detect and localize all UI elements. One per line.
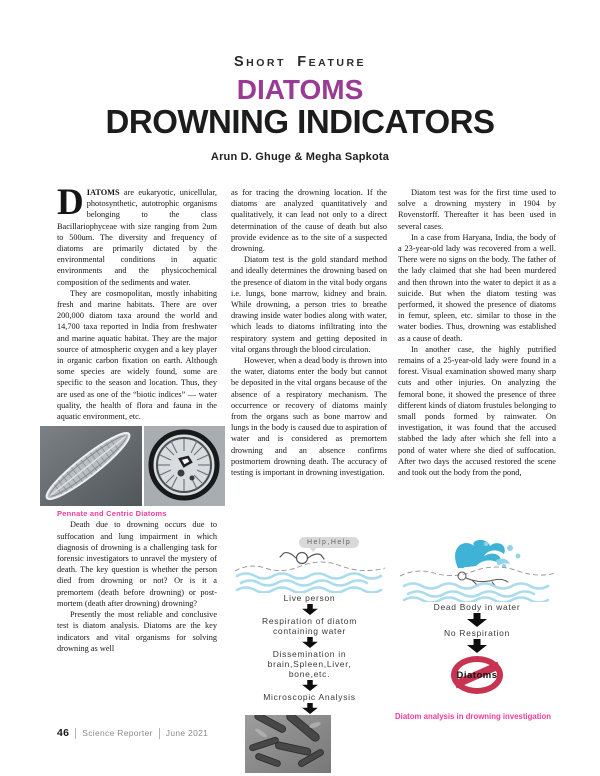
speech-bubble: Help,Help (299, 537, 360, 552)
down-arrow-icon (231, 637, 388, 648)
paragraph: as for tracing the drowning location. If… (231, 188, 387, 254)
paragraph: Diatom test was for the first time used … (398, 188, 556, 231)
flowchart-dead-body: Dead Body in water No Respiration Diatom… (396, 538, 558, 694)
footer-divider (75, 727, 77, 739)
flow-step-microscopic-analysis: Microscopic Analysis (263, 692, 356, 702)
article-header: Short Feature DIATOMS DROWNING INDICATOR… (0, 54, 600, 163)
lead-word: IATOMS (86, 188, 120, 197)
footer-issue-date: June 2021 (165, 728, 209, 738)
pennate-diatom-image (40, 426, 142, 507)
text-column-2: as for tracing the drowning location. If… (231, 187, 387, 478)
paragraph: D IATOMS are eukaryotic, unicellular, pho… (57, 182, 217, 288)
down-arrow-icon (231, 703, 388, 714)
prohibition-ring (451, 656, 503, 694)
paragraph: Death due to drowning occurs due to suff… (57, 520, 217, 608)
byline: Arun D. Ghuge & Megha Sapkota (210, 151, 390, 163)
drop-cap: D (57, 182, 84, 223)
dead-body-illustration (399, 539, 555, 602)
flowchart-caption: Diatom analysis in drowning investigatio… (395, 712, 551, 721)
diatom-micrographs-figure (40, 426, 225, 507)
flowchart-live-person: Help,Help Live person Respiration of dia… (231, 531, 388, 773)
flow-step-dissemination: Dissemination in brain,Spleen,Liver, bon… (267, 649, 352, 679)
flow-step-respiration: Respiration of diatom containing water (261, 616, 358, 636)
paragraph: In another case, the highly putrified re… (398, 344, 556, 478)
article-title-line2: DROWNING INDICATORS (105, 103, 495, 140)
down-arrow-icon (396, 639, 558, 653)
text-column-1: D IATOMS are eukaryotic, unicellular, pho… (40, 182, 225, 654)
figure-caption: Pennate and Centric Diatoms (57, 509, 167, 519)
centric-diatom-image (144, 426, 225, 507)
footer-magazine-name: Science Reporter (82, 728, 153, 738)
paragraph: In a case from Haryana, India, the body … (398, 232, 556, 343)
flow-step-dead-body: Dead Body in water (433, 602, 521, 612)
paragraph-text: are eukaryotic, unicellular, photosynthe… (57, 188, 217, 287)
footer-page-number: 46 (57, 727, 70, 739)
footer-divider (158, 727, 160, 739)
text-column-3: Diatom test was for the first time used … (398, 187, 556, 478)
down-arrow-icon (231, 604, 388, 615)
paragraph: Presently the most reliable and conclusi… (57, 610, 217, 653)
kicker-word: Feature (297, 54, 367, 70)
page-footer: 46 Science Reporter June 2021 (57, 727, 208, 739)
down-arrow-icon (396, 613, 558, 627)
paragraph: They are cosmopolitan, mostly inhabiting… (57, 288, 217, 422)
section-kicker: Short Feature (0, 54, 600, 70)
flow-step-no-respiration: No Respiration (443, 628, 511, 638)
paragraph: Diatom test is the gold standard method … (231, 255, 387, 354)
article-title-line1: DIATOMS (236, 74, 364, 105)
diatom-micrograph-image (245, 715, 331, 773)
drowning-person-illustration (234, 551, 385, 593)
down-arrow-icon (231, 680, 388, 691)
kicker-word: Short (233, 54, 286, 70)
no-diatoms-prohibition-icon: Diatoms (451, 656, 503, 694)
banned-diatoms-label: Diatoms (456, 670, 498, 681)
flow-step-live-person: Live person (283, 593, 336, 603)
paragraph: However, when a dead body is thrown into… (231, 356, 388, 478)
